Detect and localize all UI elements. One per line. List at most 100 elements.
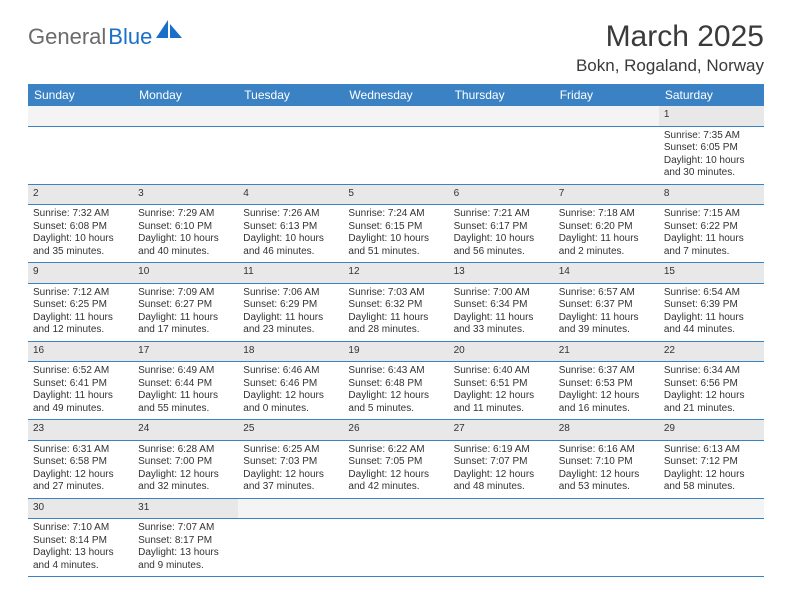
- sunset-text: Sunset: 6:37 PM: [559, 299, 654, 312]
- day-number-cell: 18: [238, 341, 343, 362]
- day-number-cell: 1: [659, 106, 764, 126]
- day-cell: Sunrise: 6:22 AMSunset: 7:05 PMDaylight:…: [343, 440, 448, 498]
- sunset-text: Sunset: 6:27 PM: [138, 299, 233, 312]
- daylight-text: Daylight: 12 hours and 37 minutes.: [243, 469, 338, 494]
- day-number-cell: [659, 498, 764, 519]
- day-cell: Sunrise: 7:24 AMSunset: 6:15 PMDaylight:…: [343, 205, 448, 263]
- day-number-row: 3031: [28, 498, 764, 519]
- sunrise-text: Sunrise: 7:06 AM: [243, 287, 338, 300]
- daylight-text: Daylight: 10 hours and 46 minutes.: [243, 233, 338, 258]
- day-number-cell: 17: [133, 341, 238, 362]
- sunset-text: Sunset: 6:08 PM: [33, 221, 128, 234]
- sunset-text: Sunset: 6:46 PM: [243, 378, 338, 391]
- day-cell: Sunrise: 7:26 AMSunset: 6:13 PMDaylight:…: [238, 205, 343, 263]
- daylight-text: Daylight: 12 hours and 21 minutes.: [664, 390, 759, 415]
- day-content-row: Sunrise: 7:35 AMSunset: 6:05 PMDaylight:…: [28, 126, 764, 184]
- daylight-text: Daylight: 12 hours and 27 minutes.: [33, 469, 128, 494]
- sunrise-text: Sunrise: 6:52 AM: [33, 365, 128, 378]
- day-number-cell: 7: [554, 184, 659, 205]
- sunset-text: Sunset: 6:25 PM: [33, 299, 128, 312]
- daylight-text: Daylight: 11 hours and 39 minutes.: [559, 312, 654, 337]
- day-cell: Sunrise: 6:40 AMSunset: 6:51 PMDaylight:…: [449, 362, 554, 420]
- daylight-text: Daylight: 11 hours and 23 minutes.: [243, 312, 338, 337]
- day-number-cell: 21: [554, 341, 659, 362]
- sunrise-text: Sunrise: 6:16 AM: [559, 444, 654, 457]
- sunrise-text: Sunrise: 7:15 AM: [664, 208, 759, 221]
- sunrise-text: Sunrise: 6:34 AM: [664, 365, 759, 378]
- calendar-page: GeneralBlue March 2025 Bokn, Rogaland, N…: [0, 0, 792, 587]
- sunset-text: Sunset: 6:15 PM: [348, 221, 443, 234]
- sunrise-text: Sunrise: 7:12 AM: [33, 287, 128, 300]
- weekday-header: Saturday: [659, 84, 764, 106]
- sunrise-text: Sunrise: 6:19 AM: [454, 444, 549, 457]
- sunset-text: Sunset: 7:05 PM: [348, 456, 443, 469]
- day-number-row: 16171819202122: [28, 341, 764, 362]
- daylight-text: Daylight: 12 hours and 0 minutes.: [243, 390, 338, 415]
- daylight-text: Daylight: 12 hours and 42 minutes.: [348, 469, 443, 494]
- weekday-header: Wednesday: [343, 84, 448, 106]
- calendar-body: 1 Sunrise: 7:35 AMSunset: 6:05 PMDayligh…: [28, 106, 764, 577]
- day-number-cell: 14: [554, 263, 659, 284]
- sunset-text: Sunset: 6:56 PM: [664, 378, 759, 391]
- day-cell: Sunrise: 7:09 AMSunset: 6:27 PMDaylight:…: [133, 283, 238, 341]
- day-number-cell: 8: [659, 184, 764, 205]
- day-cell: Sunrise: 6:31 AMSunset: 6:58 PMDaylight:…: [28, 440, 133, 498]
- day-number-cell: 25: [238, 420, 343, 441]
- sunset-text: Sunset: 6:41 PM: [33, 378, 128, 391]
- sunset-text: Sunset: 7:12 PM: [664, 456, 759, 469]
- day-cell: Sunrise: 6:28 AMSunset: 7:00 PMDaylight:…: [133, 440, 238, 498]
- day-number-cell: 27: [449, 420, 554, 441]
- daylight-text: Daylight: 12 hours and 58 minutes.: [664, 469, 759, 494]
- day-number-cell: 4: [238, 184, 343, 205]
- day-number-cell: 11: [238, 263, 343, 284]
- brand-blue-text: Blue: [108, 24, 152, 50]
- sunrise-text: Sunrise: 6:40 AM: [454, 365, 549, 378]
- day-number-cell: [28, 106, 133, 126]
- calendar-head: SundayMondayTuesdayWednesdayThursdayFrid…: [28, 84, 764, 106]
- sunset-text: Sunset: 6:17 PM: [454, 221, 549, 234]
- day-cell: Sunrise: 6:54 AMSunset: 6:39 PMDaylight:…: [659, 283, 764, 341]
- day-number-cell: 2: [28, 184, 133, 205]
- daylight-text: Daylight: 12 hours and 16 minutes.: [559, 390, 654, 415]
- sunset-text: Sunset: 6:48 PM: [348, 378, 443, 391]
- daylight-text: Daylight: 11 hours and 2 minutes.: [559, 233, 654, 258]
- sunrise-text: Sunrise: 6:37 AM: [559, 365, 654, 378]
- day-number-cell: 13: [449, 263, 554, 284]
- daylight-text: Daylight: 10 hours and 30 minutes.: [664, 155, 759, 180]
- day-number-cell: 9: [28, 263, 133, 284]
- month-title: March 2025: [576, 20, 764, 54]
- sunrise-text: Sunrise: 7:00 AM: [454, 287, 549, 300]
- daylight-text: Daylight: 11 hours and 55 minutes.: [138, 390, 233, 415]
- day-cell: [659, 519, 764, 577]
- title-block: March 2025 Bokn, Rogaland, Norway: [576, 20, 764, 76]
- day-content-row: Sunrise: 6:52 AMSunset: 6:41 PMDaylight:…: [28, 362, 764, 420]
- daylight-text: Daylight: 13 hours and 4 minutes.: [33, 547, 128, 572]
- sunrise-text: Sunrise: 7:26 AM: [243, 208, 338, 221]
- sunrise-text: Sunrise: 6:28 AM: [138, 444, 233, 457]
- day-cell: [28, 126, 133, 184]
- daylight-text: Daylight: 11 hours and 49 minutes.: [33, 390, 128, 415]
- day-number-cell: 22: [659, 341, 764, 362]
- daylight-text: Daylight: 11 hours and 33 minutes.: [454, 312, 549, 337]
- daylight-text: Daylight: 11 hours and 28 minutes.: [348, 312, 443, 337]
- sunset-text: Sunset: 7:10 PM: [559, 456, 654, 469]
- daylight-text: Daylight: 12 hours and 53 minutes.: [559, 469, 654, 494]
- day-number-cell: [238, 498, 343, 519]
- day-cell: Sunrise: 7:10 AMSunset: 8:14 PMDaylight:…: [28, 519, 133, 577]
- daylight-text: Daylight: 12 hours and 5 minutes.: [348, 390, 443, 415]
- brand-logo: GeneralBlue: [28, 20, 182, 53]
- day-cell: Sunrise: 7:03 AMSunset: 6:32 PMDaylight:…: [343, 283, 448, 341]
- day-number-cell: [554, 106, 659, 126]
- day-cell: Sunrise: 6:34 AMSunset: 6:56 PMDaylight:…: [659, 362, 764, 420]
- weekday-header: Tuesday: [238, 84, 343, 106]
- sunset-text: Sunset: 7:03 PM: [243, 456, 338, 469]
- day-cell: Sunrise: 7:35 AMSunset: 6:05 PMDaylight:…: [659, 126, 764, 184]
- daylight-text: Daylight: 11 hours and 12 minutes.: [33, 312, 128, 337]
- day-cell: Sunrise: 6:25 AMSunset: 7:03 PMDaylight:…: [238, 440, 343, 498]
- day-cell: Sunrise: 6:37 AMSunset: 6:53 PMDaylight:…: [554, 362, 659, 420]
- sail-icon: [156, 20, 182, 43]
- sunrise-text: Sunrise: 6:57 AM: [559, 287, 654, 300]
- day-number-row: 1: [28, 106, 764, 126]
- day-number-cell: [133, 106, 238, 126]
- day-cell: [554, 126, 659, 184]
